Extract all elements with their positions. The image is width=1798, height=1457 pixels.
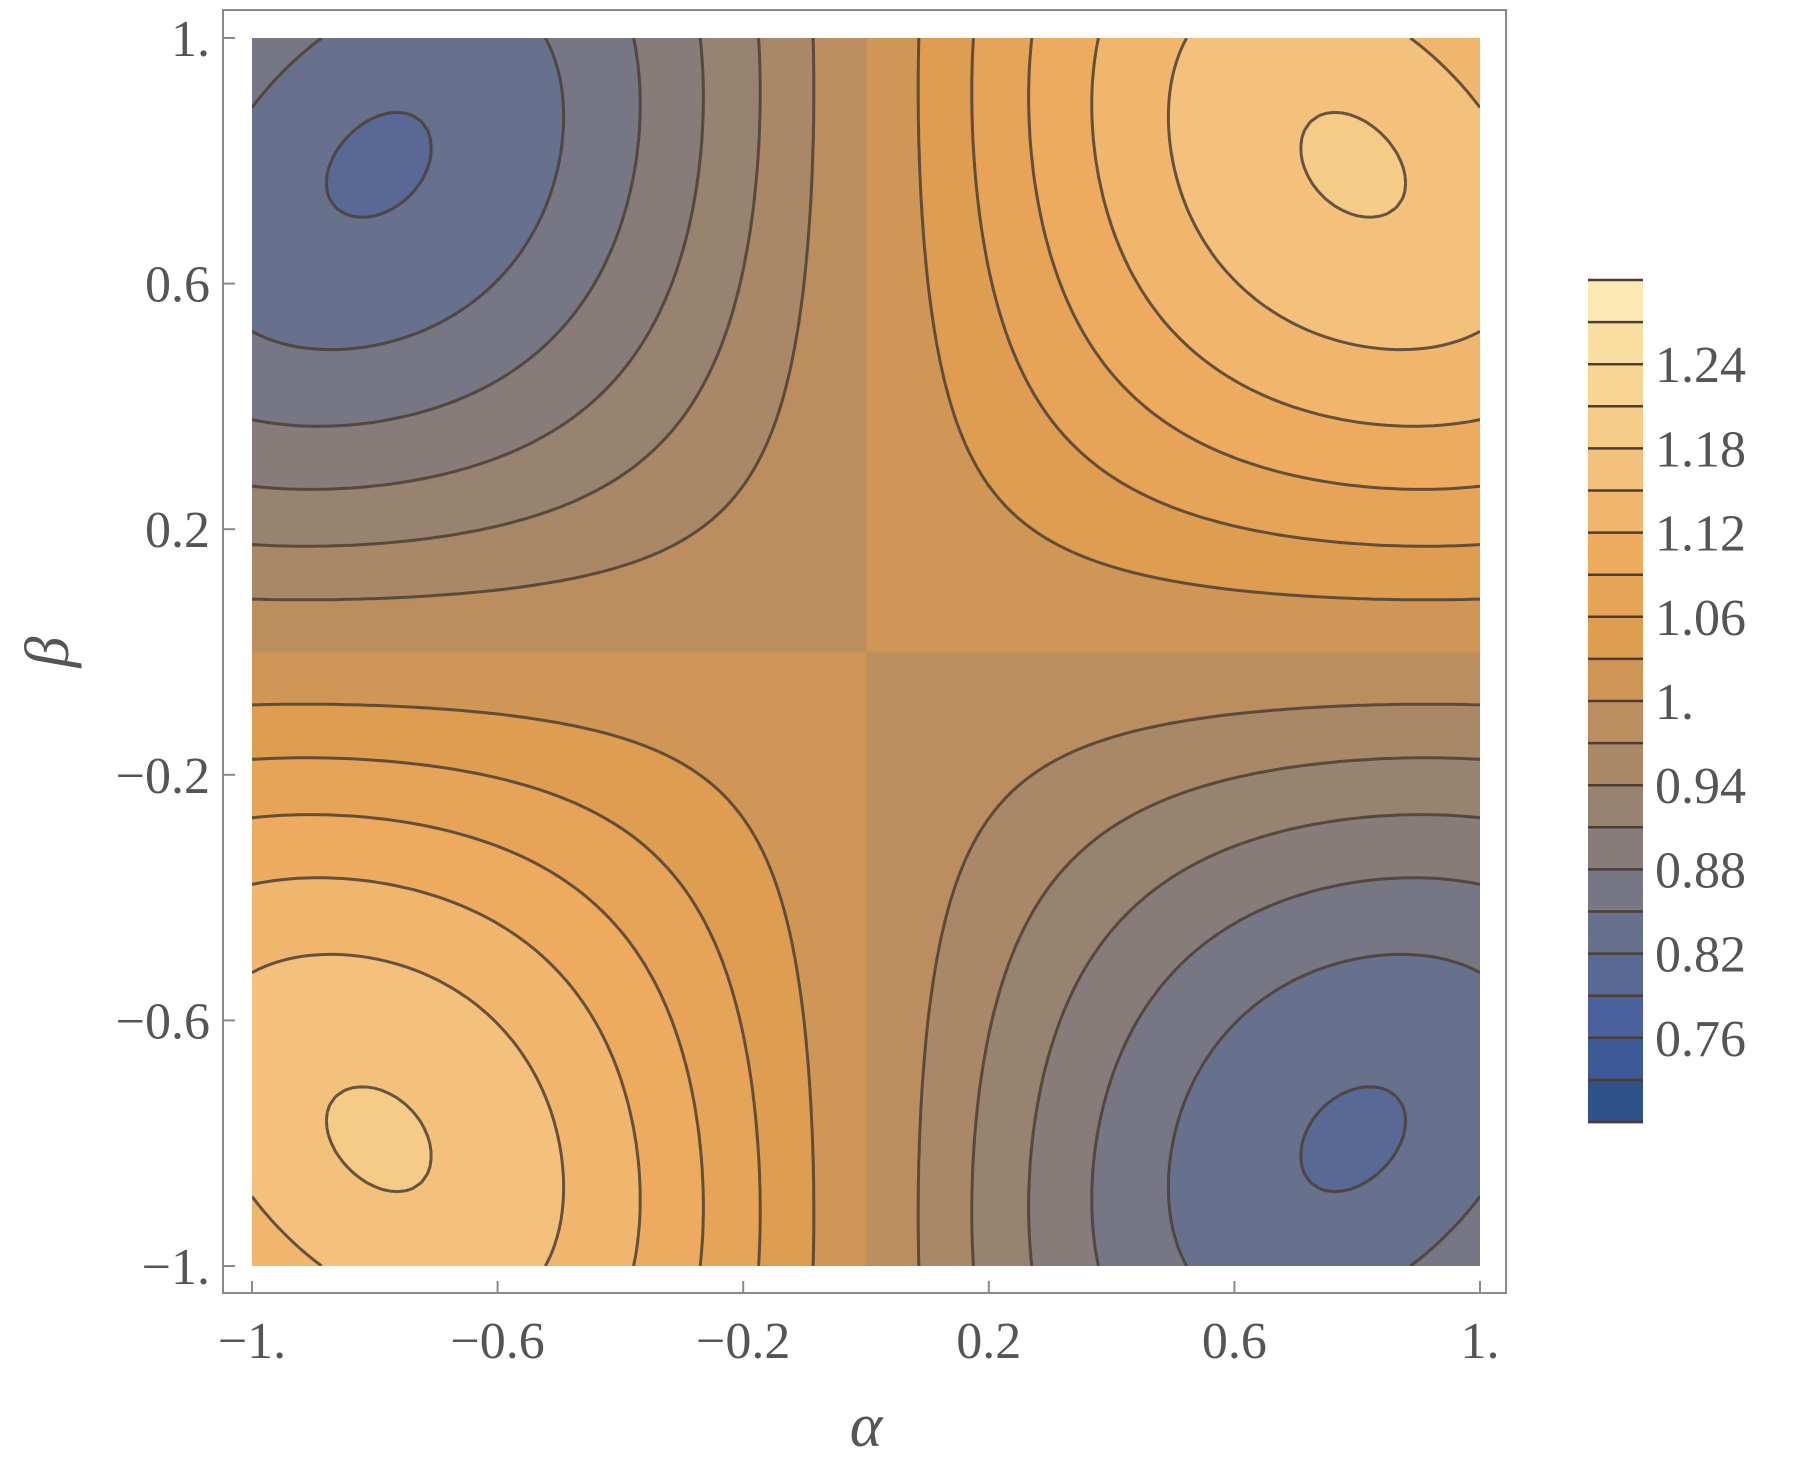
- x-tick-label: 0.2: [956, 1313, 1021, 1370]
- contour-lines: [252, 38, 1480, 1266]
- contour-line-14: [252, 38, 1480, 1266]
- contour-fill: [252, 38, 1480, 1266]
- contour-line-8: [252, 38, 1480, 1266]
- y-tick-label: 0.6: [145, 257, 210, 314]
- y-tick-label: 0.2: [145, 502, 210, 559]
- colorbar-level-lines: [1588, 278, 1643, 1124]
- contour-line-4: [324, 110, 1408, 1194]
- colorbar-tick-label: 1.24: [1655, 337, 1746, 394]
- y-axis-ticks: −1. −0.6 −0.2 0.2 0.6 1.: [116, 11, 235, 1296]
- x-tick-label: 0.6: [1202, 1313, 1267, 1370]
- plot-area: [252, 38, 1480, 1266]
- contour-line-5: [252, 38, 1480, 1266]
- x-tick-label: −1.: [218, 1313, 286, 1370]
- y-axis-label: β: [14, 636, 82, 668]
- contour-line-12: [252, 38, 1480, 1266]
- contour-line-16: [324, 110, 1408, 1194]
- contour-line-6: [252, 38, 1480, 1266]
- y-tick-label: −0.6: [116, 993, 210, 1050]
- contour-line-11: [252, 38, 1480, 1266]
- x-tick-label: −0.2: [696, 1313, 790, 1370]
- colorbar-tick-label: 1.12: [1655, 506, 1746, 563]
- colorbar-tick-label: 0.94: [1655, 758, 1746, 815]
- contour-line-15: [252, 38, 1480, 1266]
- colorbar-tick-label: 1.06: [1655, 590, 1746, 647]
- contour-line-9: [252, 38, 1480, 1266]
- x-tick-label: 1.: [1461, 1313, 1500, 1370]
- colorbar-tick-label: 1.: [1655, 674, 1694, 731]
- colorbar-tick-label: 1.18: [1655, 421, 1746, 478]
- y-tick-label: −0.2: [116, 748, 210, 805]
- colorbar-tick-label: 0.82: [1655, 927, 1746, 984]
- colorbar: 0.76 0.82 0.88 0.94 1. 1.06 1.12 1.18 1.24: [1588, 278, 1746, 1124]
- y-tick-label: −1.: [142, 1239, 210, 1296]
- colorbar-tick-label: 0.76: [1655, 1011, 1746, 1068]
- x-tick-label: −0.6: [450, 1313, 544, 1370]
- y-tick-label: 1.: [171, 11, 210, 68]
- colorbar-tick-label: 0.88: [1655, 842, 1746, 899]
- x-axis-ticks: −1. −0.6 −0.2 0.2 0.6 1.: [218, 1281, 1500, 1370]
- contour-line-13: [252, 38, 1480, 1266]
- colorbar-tick-labels: 0.76 0.82 0.88 0.94 1. 1.06 1.12 1.18 1.24: [1655, 337, 1746, 1068]
- x-axis-label: α: [850, 1392, 884, 1457]
- contour-line-7: [252, 38, 1480, 1266]
